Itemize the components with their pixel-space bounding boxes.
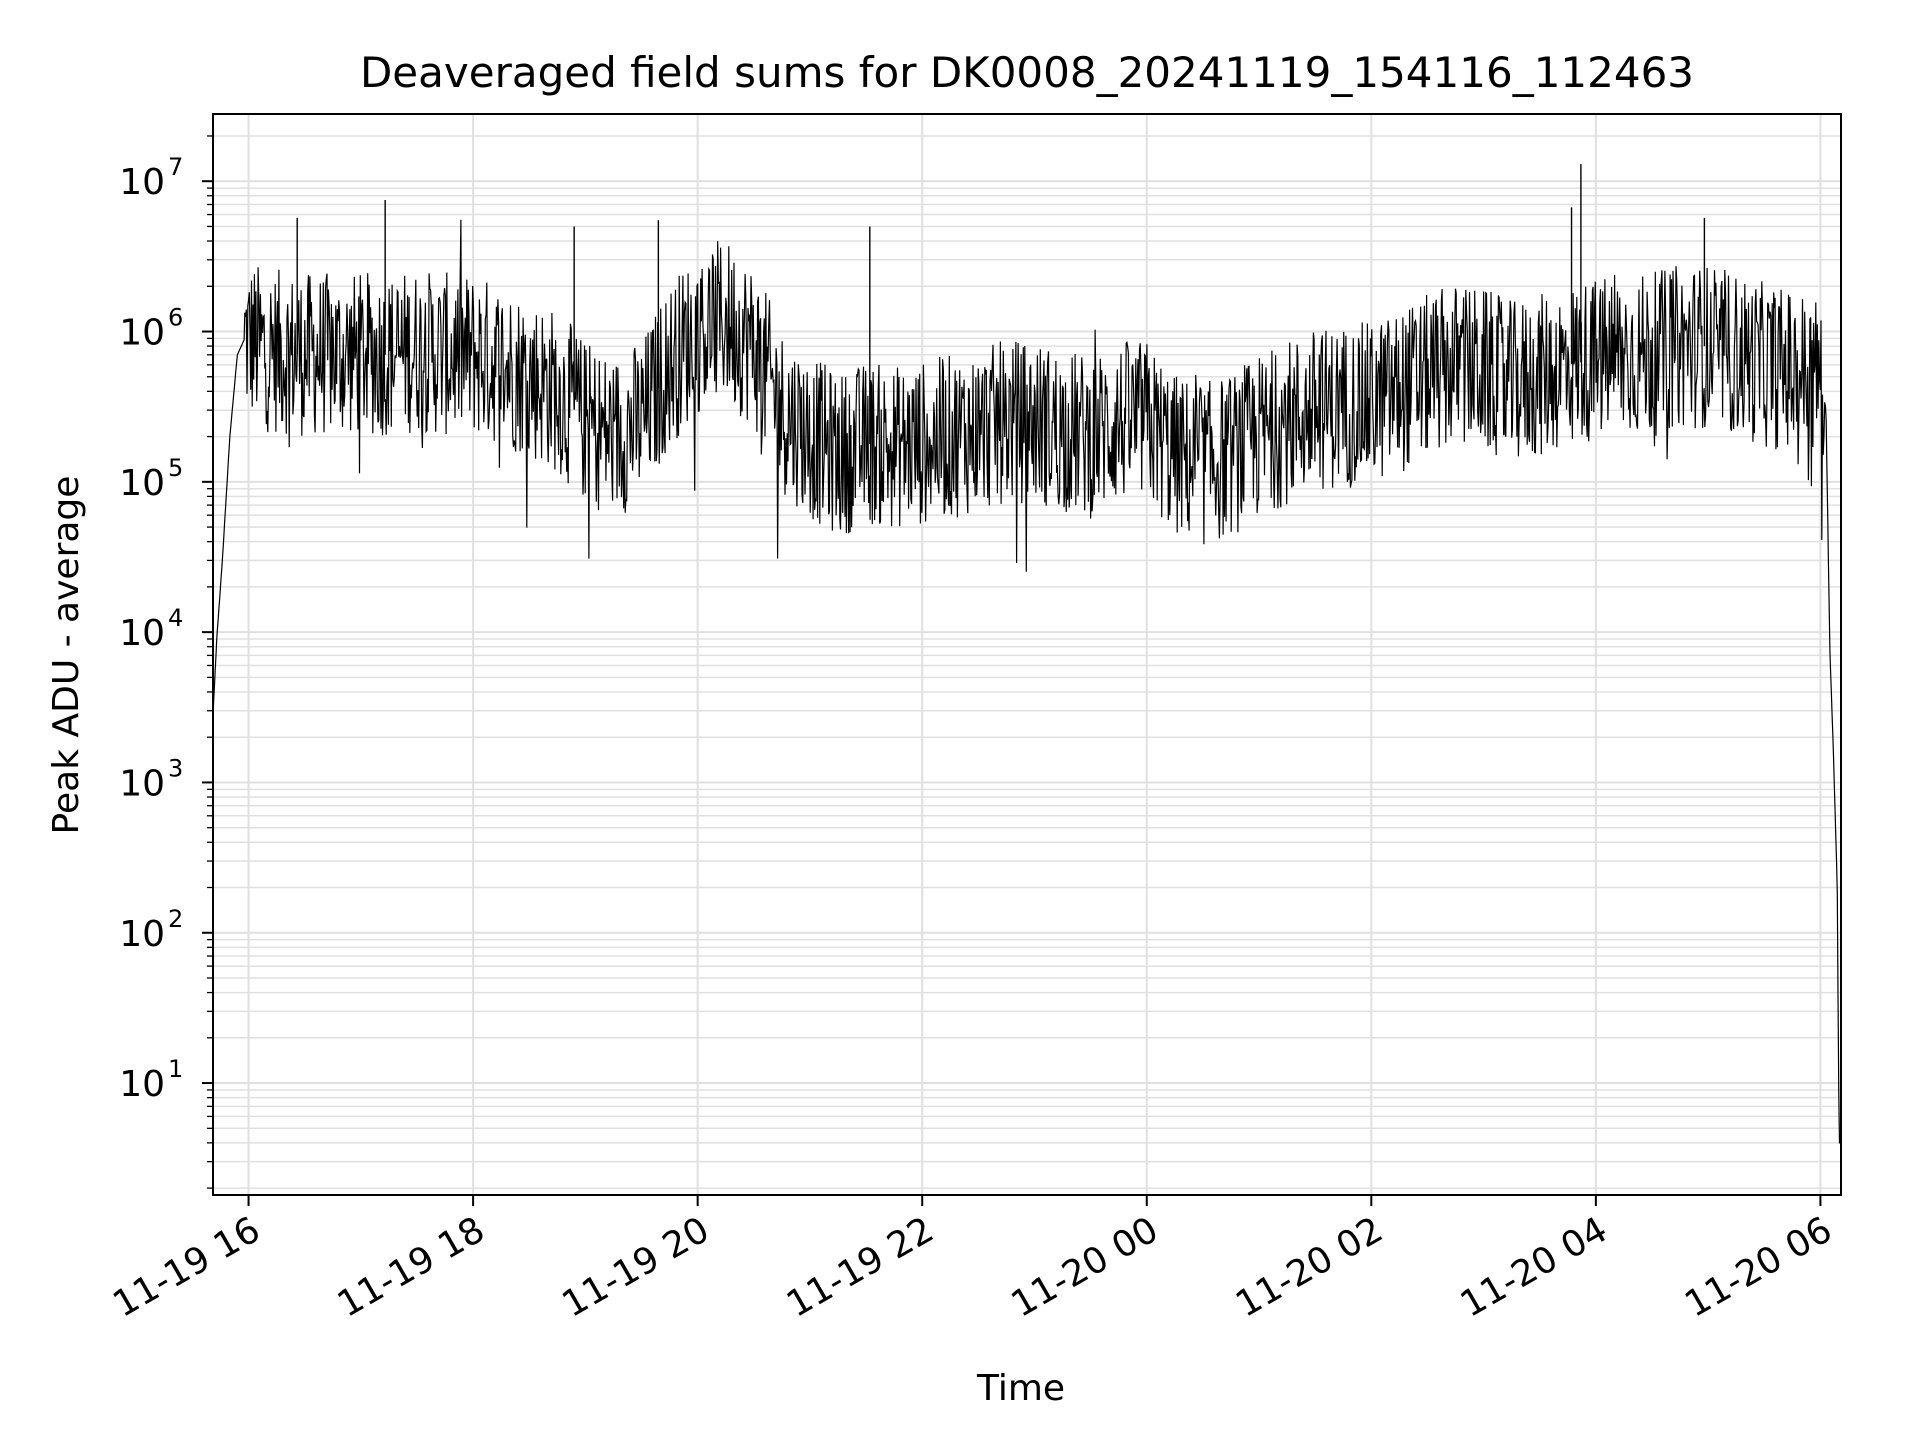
y-tick-exponent: 4 (168, 604, 183, 632)
y-axis-label: Peak ADU - average (46, 476, 87, 835)
y-tick-label: 10 (119, 1064, 165, 1105)
y-tick-exponent: 2 (168, 905, 183, 933)
y-tick-label: 10 (119, 463, 165, 504)
y-tick-exponent: 1 (168, 1055, 183, 1083)
x-axis-label: Time (976, 1368, 1065, 1409)
y-tick-exponent: 7 (168, 153, 183, 181)
plot-frame (212, 113, 1842, 1196)
minor-gridlines (213, 135, 1841, 1189)
plot-area (212, 113, 1842, 1196)
y-tick-exponent: 3 (168, 754, 183, 782)
y-tick-exponent: 6 (168, 304, 183, 332)
y-tick-label: 10 (119, 613, 165, 654)
y-tick-label: 10 (119, 313, 165, 354)
y-tick-label: 10 (119, 162, 165, 203)
y-tick-label: 10 (119, 914, 165, 955)
spike-group (296, 164, 1706, 444)
y-tick-exponent: 5 (168, 454, 183, 482)
chart-title: Deaveraged field sums for DK0008_2024111… (360, 48, 1694, 97)
series-line (212, 219, 1841, 1144)
y-tick-label: 10 (119, 763, 165, 804)
